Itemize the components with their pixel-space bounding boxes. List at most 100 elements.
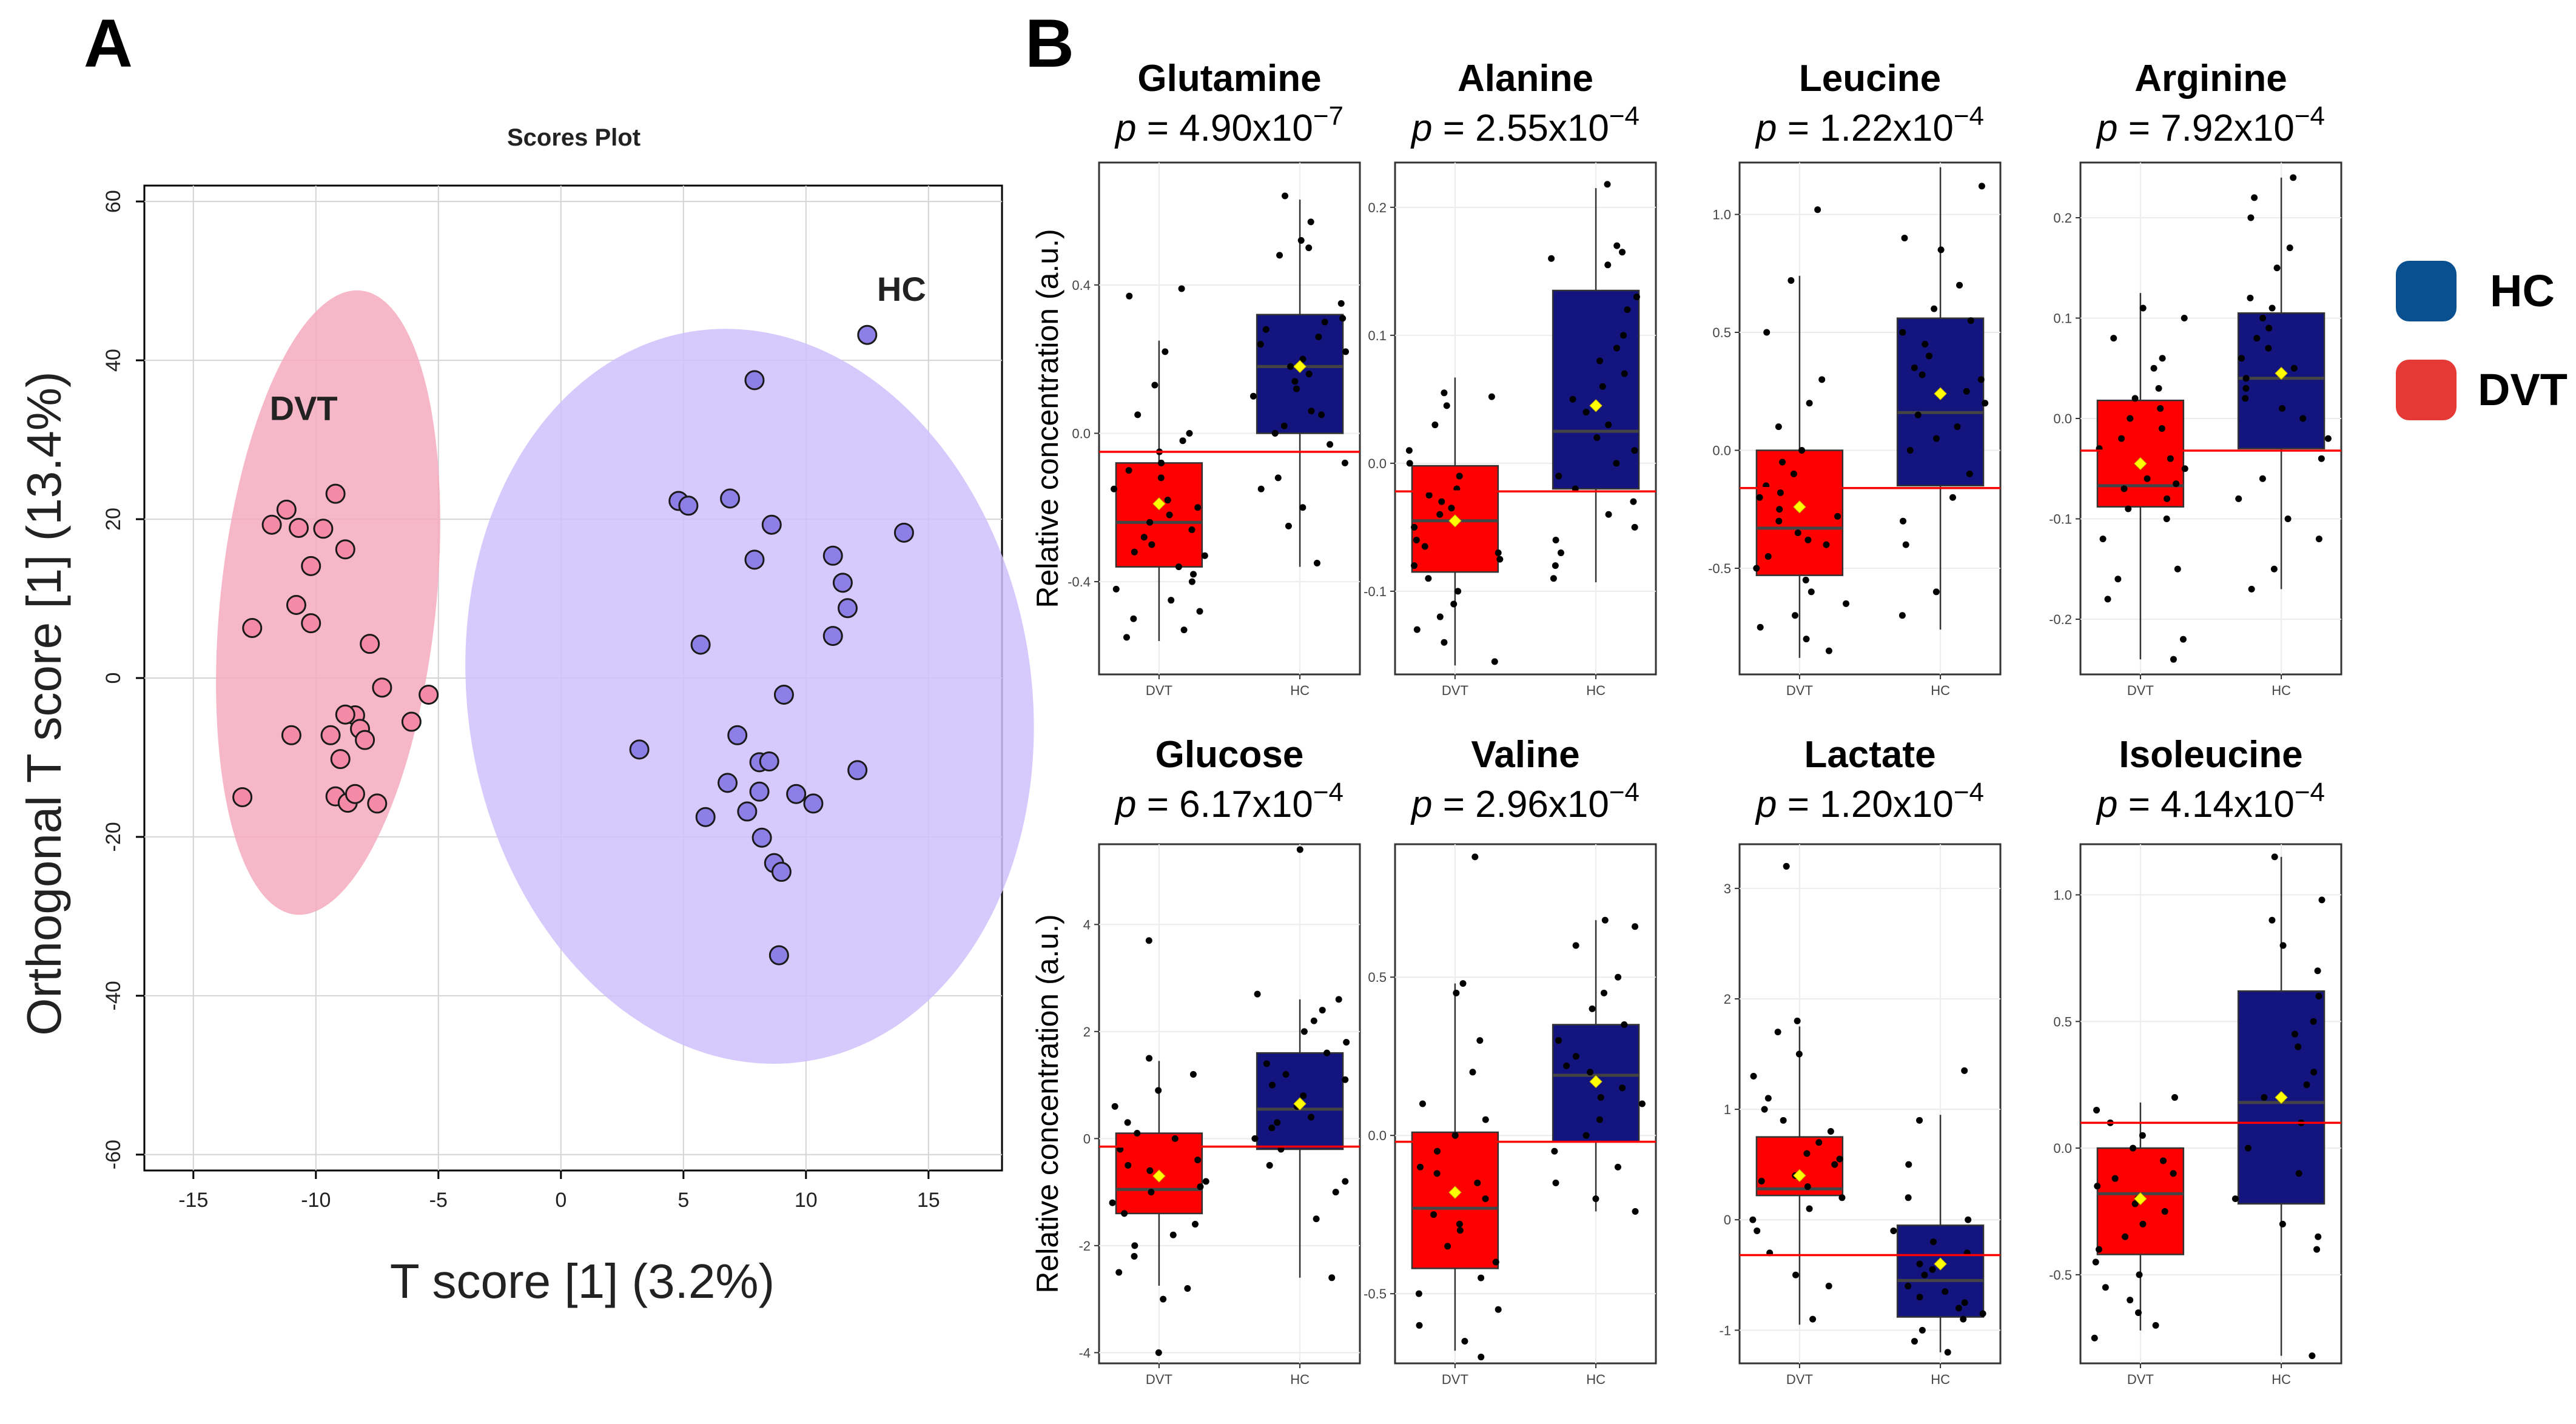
- data-point-hc: [1597, 1094, 1604, 1101]
- x-tick-label: -10: [301, 1189, 331, 1212]
- data-point-dvt: [335, 704, 355, 725]
- data-point-hc: [2273, 264, 2281, 272]
- data-point-hc: [629, 739, 650, 760]
- data-point-dvt: [1754, 1227, 1761, 1234]
- data-point-hc: [1977, 376, 1985, 383]
- data-point-hc: [1905, 1161, 1912, 1168]
- data-point-hc: [1563, 1062, 1570, 1069]
- data-point-hc: [690, 634, 711, 655]
- data-point-dvt: [1803, 636, 1810, 643]
- data-point-hc: [1249, 392, 1257, 400]
- data-point-dvt: [1196, 608, 1203, 615]
- data-point-hc: [1630, 498, 1637, 505]
- y-tick-label: -0.1: [2049, 511, 2072, 526]
- data-point-hc: [759, 751, 779, 772]
- data-point-hc: [1282, 192, 1289, 200]
- data-point-hc: [1919, 1326, 1926, 1334]
- data-point-hc: [1619, 249, 1626, 256]
- data-point-dvt: [1794, 529, 1801, 537]
- data-point-dvt: [1756, 494, 1763, 501]
- data-point-dvt: [1411, 562, 1418, 569]
- data-point-dvt: [1757, 623, 1764, 631]
- legend-label-dvt: DVT: [2478, 364, 2568, 415]
- p-value-prefix: p: [2096, 784, 2128, 825]
- y-tick-label: -0.4: [1068, 574, 1091, 589]
- data-point-dvt: [2170, 656, 2177, 663]
- data-point-dvt: [1131, 1253, 1138, 1260]
- data-point-hc: [1287, 363, 1294, 370]
- p-value-text: = 4.14x10: [2128, 784, 2295, 825]
- box-hc: [1896, 1224, 1985, 1318]
- y-tick-label: 0.5: [1712, 325, 1731, 340]
- data-point-hc: [822, 545, 843, 566]
- data-point-dvt: [1783, 862, 1790, 870]
- data-point-dvt: [2125, 505, 2132, 512]
- data-point-hc: [2299, 415, 2307, 422]
- data-point-dvt: [313, 519, 334, 539]
- data-point-dvt: [2152, 1322, 2159, 1329]
- data-point-hc: [2290, 174, 2297, 181]
- data-point-hc: [2279, 405, 2286, 412]
- data-point-dvt: [281, 725, 301, 745]
- data-point-dvt: [1125, 467, 1132, 474]
- data-point-hc: [1605, 421, 1612, 429]
- data-point-dvt: [1806, 400, 1813, 407]
- data-point-dvt: [1124, 1119, 1131, 1126]
- data-point-dvt: [2155, 385, 2162, 392]
- p-value-prefix: p: [1410, 784, 1443, 825]
- data-point-hc: [1933, 435, 1940, 442]
- x-tick-label: DVT: [1786, 683, 1813, 698]
- scores-plot-title: Scores Plot: [507, 124, 641, 151]
- data-point-dvt: [2127, 415, 2134, 422]
- data-point-hc: [773, 685, 794, 705]
- data-point-dvt: [1160, 1295, 1167, 1303]
- data-point-hc: [1274, 474, 1282, 482]
- data-point-dvt: [1780, 1117, 1787, 1124]
- data-point-dvt: [330, 749, 351, 770]
- data-point-dvt: [1753, 565, 1760, 572]
- scores-plot-area: -15 -10 -5 0 5 10 15 -60 -40 -20 0 20 40 60 DVT HC: [102, 184, 1034, 1212]
- data-point-dvt: [301, 613, 321, 634]
- mean-marker-dvt: [1793, 1169, 1806, 1183]
- y-tick-label: 0.1: [2053, 311, 2072, 326]
- data-point-dvt: [1798, 447, 1806, 454]
- data-point-dvt: [419, 685, 439, 705]
- y-tick-label: 1.0: [1712, 207, 1731, 223]
- p-value-exponent: −4: [2295, 777, 2325, 807]
- y-tick-label: 0.5: [1368, 970, 1387, 985]
- data-point-hc: [2242, 385, 2250, 392]
- data-point-dvt: [1492, 1258, 1499, 1266]
- data-point-dvt: [360, 634, 380, 654]
- data-point-dvt: [1825, 647, 1832, 654]
- y-tick-label: -0.2: [2049, 612, 2072, 627]
- p-value-prefix: p: [2096, 107, 2128, 149]
- data-point-dvt: [2114, 576, 2122, 583]
- data-point-dvt: [1151, 381, 1159, 389]
- data-point-dvt: [401, 711, 422, 732]
- data-point-hc: [1307, 218, 1314, 226]
- data-point-hc: [2313, 1246, 2321, 1253]
- data-point-dvt: [1834, 512, 1841, 520]
- data-point-dvt: [1201, 552, 1208, 559]
- y-tick-label: 0.1: [1368, 328, 1387, 343]
- data-point-hc: [1285, 522, 1292, 529]
- boxplot-ylabel: Relative concentration (a.u.): [1031, 914, 1064, 1293]
- data-point-dvt: [301, 556, 321, 576]
- data-point-hc: [1587, 1069, 1594, 1076]
- data-point-dvt: [1804, 1183, 1811, 1191]
- y-tick-label: 0: [1724, 1212, 1731, 1228]
- mean-marker-dvt: [1152, 1169, 1166, 1183]
- data-point-dvt: [1482, 1116, 1489, 1123]
- data-point-dvt: [1795, 1050, 1803, 1058]
- data-point-hc: [2270, 565, 2278, 573]
- data-point-dvt: [1776, 506, 1783, 513]
- data-point-hc: [1955, 1305, 1962, 1312]
- data-point-hc: [2247, 294, 2254, 301]
- y-tick-label: 0.4: [1072, 278, 1091, 293]
- data-point-dvt: [1178, 285, 1185, 292]
- mean-marker-dvt: [1152, 497, 1166, 511]
- data-point-hc: [1921, 1271, 1928, 1278]
- data-point-dvt: [2094, 1183, 2101, 1190]
- data-point-dvt: [1413, 536, 1420, 543]
